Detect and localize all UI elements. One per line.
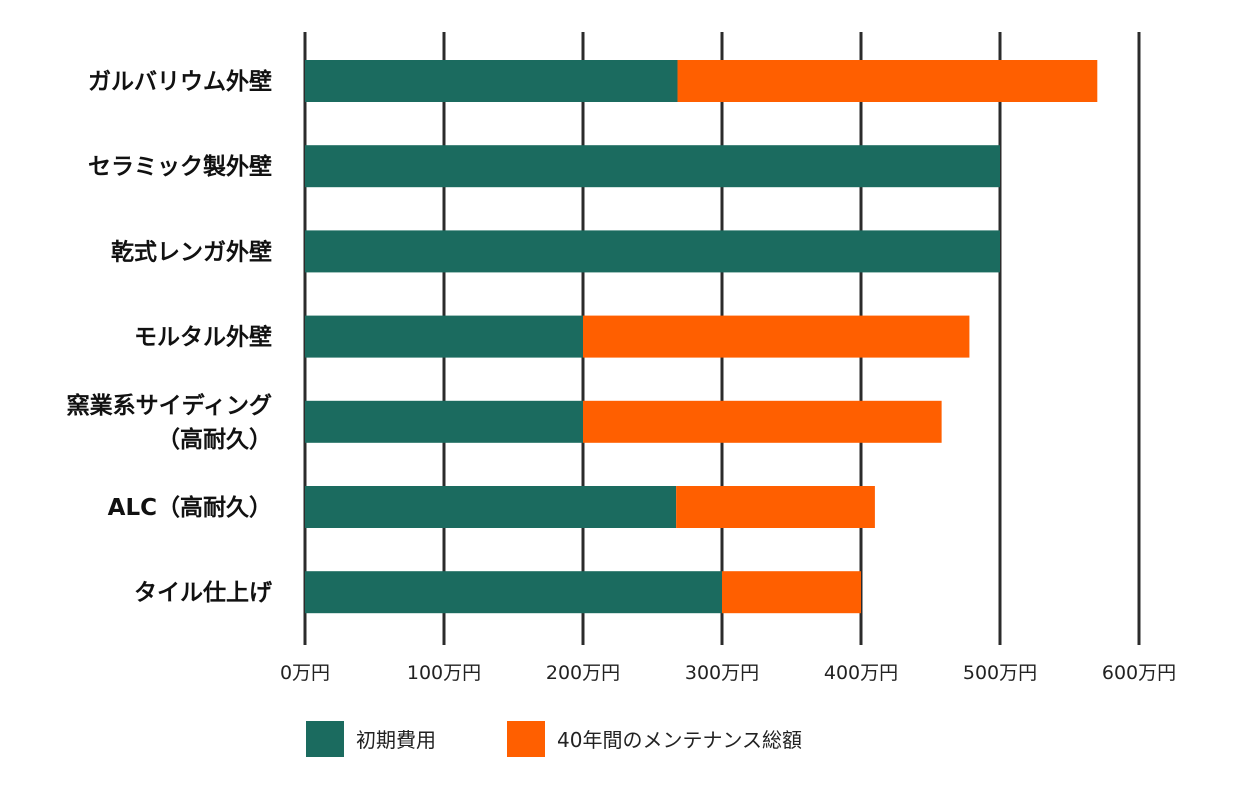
bar-initial-cost (305, 571, 722, 614)
legend-swatch-maintenance-total (507, 721, 545, 757)
x-tick-label: 600万円 (1102, 662, 1176, 684)
bar-initial-cost (305, 400, 583, 443)
category-label: タイル仕上げ (134, 579, 273, 606)
category-label: セラミック製外壁 (88, 153, 272, 180)
x-tick-label: 300万円 (685, 662, 759, 684)
category-label: ALC（高耐久） (108, 494, 272, 521)
legend-swatch-initial-cost (306, 721, 344, 757)
bar-maintenance-total (583, 315, 970, 358)
bar-initial-cost (305, 230, 1000, 273)
category-label: 窯業系サイディング (67, 392, 272, 419)
bar-initial-cost (305, 60, 678, 102)
bar-initial-cost (305, 315, 583, 358)
x-tick-label: 100万円 (407, 662, 481, 684)
category-label: （高耐久） (157, 426, 272, 453)
bar-maintenance-total (583, 400, 942, 443)
x-tick-label: 200万円 (546, 662, 620, 684)
bar-initial-cost (305, 145, 1000, 188)
x-tick-label: 500万円 (963, 662, 1037, 684)
legend: 初期費用 40年間のメンテナンス総額 (306, 721, 802, 757)
legend-label-maintenance-total: 40年間のメンテナンス総額 (557, 728, 802, 752)
x-tick-labels: 0万円 100万円 200万円 300万円 400万円 500万円 600万円 (280, 662, 1176, 684)
x-tick-label: 400万円 (824, 662, 898, 684)
bar-initial-cost (305, 486, 677, 528)
legend-label-initial-cost: 初期費用 (356, 728, 436, 752)
category-label: ガルバリウム外壁 (88, 68, 272, 95)
bar-maintenance-total (722, 571, 861, 614)
category-label: モルタル外壁 (134, 324, 272, 351)
category-label: 乾式レンガ外壁 (111, 238, 272, 265)
x-tick-label: 0万円 (280, 662, 330, 684)
bar-maintenance-total (676, 486, 875, 528)
bars (305, 60, 1098, 614)
bar-maintenance-total (677, 60, 1098, 102)
